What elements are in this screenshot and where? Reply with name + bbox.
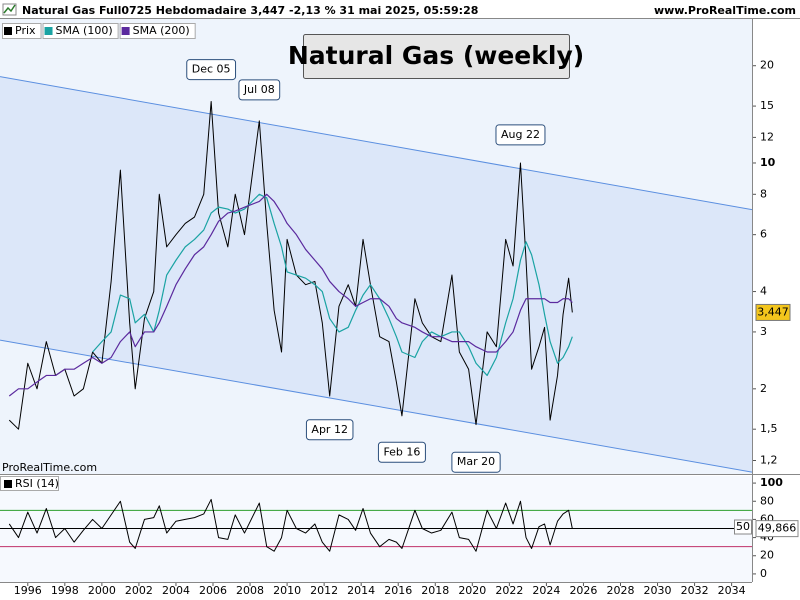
y-tick-label: 12 xyxy=(760,130,774,143)
x-tick-label: 2016 xyxy=(384,584,412,597)
sma-line xyxy=(92,193,573,377)
last-price-box xyxy=(755,303,791,321)
annotation: Apr 12 xyxy=(305,419,354,441)
y-tick-label: 6 xyxy=(760,228,767,241)
annotation-box xyxy=(377,441,426,463)
y-tick-label: 3 xyxy=(760,325,767,338)
annotation-label: Jul 08 xyxy=(243,83,275,96)
rsi-value-label: 49,866 xyxy=(758,522,797,535)
rsi-name: RSI (14) xyxy=(15,477,59,490)
rsi-legend-swatch xyxy=(4,480,12,488)
x-tick-label: 2034 xyxy=(718,584,746,597)
x-tick-label: 2018 xyxy=(421,584,449,597)
annotation-box xyxy=(186,59,237,81)
rsi-y-tick-label: 100 xyxy=(760,476,783,489)
legend-label: SMA (100) xyxy=(56,24,113,37)
x-tick-label: 2006 xyxy=(199,584,227,597)
annotation-label: Mar 20 xyxy=(457,455,495,468)
y-tick-label: 20 xyxy=(760,59,774,72)
x-tick-label: 2010 xyxy=(273,584,301,597)
legend-label: Prix xyxy=(15,24,36,37)
legend-swatch xyxy=(4,27,12,35)
legend-swatch xyxy=(44,27,53,35)
layer xyxy=(8,100,573,430)
x-tick-label: 2000 xyxy=(88,584,116,597)
y-tick-label: 15 xyxy=(760,99,774,112)
rsi-label-box xyxy=(0,476,59,491)
annotation: Dec 05 xyxy=(186,59,237,81)
watermark: ProRealTime.com xyxy=(2,461,97,474)
channel-line xyxy=(0,339,752,473)
sma-line xyxy=(8,193,573,397)
x-tick-label: 2008 xyxy=(236,584,264,597)
y-tick-label: 1,5 xyxy=(760,422,778,435)
legend-swatch xyxy=(121,27,130,35)
rsi-y-tick-label: 20 xyxy=(760,549,774,562)
annotation-label: Dec 05 xyxy=(192,63,231,76)
annotation-label: Feb 16 xyxy=(383,445,420,458)
x-tick-label: 2012 xyxy=(310,584,338,597)
annotation-box xyxy=(495,124,546,146)
layer: 1,2 1,5 2 3 4 6 8 10 12 15 20 1996 1998 2000 2002 2004 2… xyxy=(0,23,799,597)
title-box xyxy=(303,34,570,79)
channel-fill xyxy=(0,76,752,473)
y-tick-label: 4 xyxy=(760,285,767,298)
y-tick-label: 2 xyxy=(760,382,767,395)
channel-line xyxy=(0,76,752,211)
legend-box xyxy=(42,23,119,39)
layer xyxy=(0,76,752,473)
x-tick-label: 2002 xyxy=(125,584,153,597)
rsi-panel xyxy=(0,498,752,552)
x-tick-label: 2014 xyxy=(347,584,375,597)
x-tick-label: 2032 xyxy=(681,584,709,597)
x-tick-label: 2024 xyxy=(532,584,560,597)
x-tick-label: 1998 xyxy=(51,584,79,597)
legend-item: SMA (200) xyxy=(119,23,196,39)
annotation-label: Apr 12 xyxy=(311,423,348,436)
y-tick-label: 1,2 xyxy=(760,454,778,467)
x-tick-label: 2028 xyxy=(606,584,634,597)
x-tick-label: 1996 xyxy=(14,584,42,597)
x-tick-label: 2022 xyxy=(495,584,523,597)
chart-title: Natural Gas (weekly) xyxy=(288,41,584,70)
rsi-level-label: 50 xyxy=(736,520,750,533)
price-line xyxy=(8,100,573,430)
header-source: www.ProRealTime.com xyxy=(654,4,796,17)
annotation-box xyxy=(451,451,501,473)
annotation: Aug 22 xyxy=(495,124,546,146)
annotation-label: Aug 22 xyxy=(501,128,540,141)
app-icon xyxy=(2,3,17,16)
header-info: Natural Gas Full0725 Hebdomadaire 3,447 … xyxy=(22,4,478,17)
x-tick-label: 2004 xyxy=(162,584,190,597)
x-tick-label: 2030 xyxy=(644,584,672,597)
y-tick-label: 8 xyxy=(760,187,767,200)
annotation-box xyxy=(238,79,281,101)
annotation: Feb 16 xyxy=(377,441,426,463)
y-tick-label: 10 xyxy=(760,156,776,169)
annotation: Mar 20 xyxy=(451,451,501,473)
rsi-line xyxy=(8,498,573,552)
legend-item: Prix xyxy=(2,23,42,39)
legend-label: SMA (200) xyxy=(133,24,190,37)
legend-item: SMA (100) xyxy=(42,23,119,39)
rsi-y-tick-label: 0 xyxy=(760,567,767,580)
legend-box xyxy=(2,23,42,39)
annotation-box xyxy=(305,419,354,441)
rsi-level-box xyxy=(734,519,752,535)
x-tick-label: 2020 xyxy=(458,584,486,597)
rsi-value-box xyxy=(755,520,799,538)
last-price-label: 3,447 xyxy=(757,305,789,318)
legend-box xyxy=(119,23,196,39)
rsi-y-tick-label: 80 xyxy=(760,494,774,507)
x-tick-label: 2026 xyxy=(569,584,597,597)
annotation: Jul 08 xyxy=(238,79,281,101)
